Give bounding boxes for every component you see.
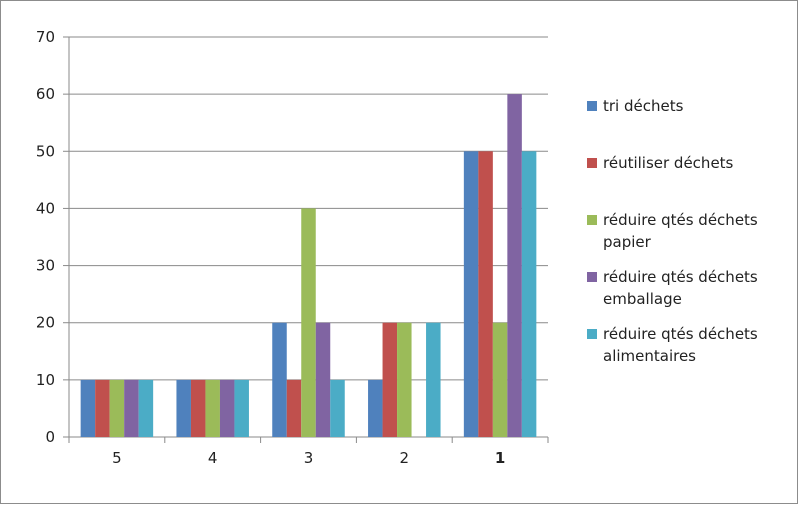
- y-tick-label: 20: [36, 314, 55, 332]
- legend-label: réduire qtés déchets: [603, 268, 758, 286]
- y-tick-label: 40: [36, 199, 55, 217]
- x-axis-category-labels: 5 4 3 2 1: [112, 449, 505, 467]
- bar: [521, 151, 537, 438]
- x-category-label: 4: [208, 449, 218, 467]
- x-category-label: 2: [400, 449, 410, 467]
- bar: [138, 379, 154, 437]
- legend-item: réduire qtés déchets papier: [587, 211, 758, 251]
- y-axis-tick-labels: 0 10 20 30 40 50 60 70: [36, 28, 55, 446]
- bar: [507, 94, 522, 437]
- bar: [80, 379, 96, 437]
- bars: [80, 94, 537, 438]
- y-tick-label: 0: [45, 428, 55, 446]
- bar: [315, 322, 331, 437]
- bar: [205, 379, 220, 437]
- y-tick-label: 10: [36, 371, 55, 389]
- legend-item: réduire qtés déchets alimentaires: [587, 325, 758, 365]
- legend-label: réduire qtés déchets: [603, 211, 758, 229]
- bar: [426, 322, 441, 437]
- bar: [301, 208, 316, 437]
- legend-swatch: [587, 272, 597, 282]
- bar: [478, 151, 493, 438]
- bar: [272, 322, 287, 437]
- y-tick-label: 50: [36, 142, 55, 160]
- bar: [397, 322, 412, 437]
- bar: [234, 379, 249, 437]
- legend-item: tri déchets: [587, 97, 684, 115]
- legend-item: réduire qtés déchets emballage: [587, 268, 758, 308]
- bar: [124, 379, 139, 437]
- bar: [176, 379, 191, 437]
- legend-label: réduire qtés déchets: [603, 325, 758, 343]
- x-category-label: 1: [495, 449, 505, 467]
- legend-label: alimentaires: [603, 347, 696, 365]
- bar: [219, 379, 235, 437]
- legend: tri déchets réutiliser déchets réduire qté…: [587, 97, 758, 365]
- y-tick-label: 70: [36, 28, 55, 46]
- legend-label: réutiliser déchets: [603, 154, 734, 172]
- legend-item: réutiliser déchets: [587, 154, 734, 172]
- legend-swatch: [587, 101, 597, 111]
- bar: [286, 379, 302, 437]
- legend-swatch: [587, 215, 597, 225]
- bar: [190, 379, 206, 437]
- x-category-label: 5: [112, 449, 122, 467]
- bar: [95, 379, 110, 437]
- y-tick-label: 30: [36, 257, 55, 275]
- bar: [492, 322, 508, 437]
- legend-swatch: [587, 158, 597, 168]
- legend-label: papier: [603, 233, 652, 251]
- legend-swatch: [587, 329, 597, 339]
- legend-label: tri déchets: [603, 97, 684, 115]
- bar: [109, 379, 125, 437]
- y-tick-label: 60: [36, 85, 55, 103]
- x-category-label: 3: [304, 449, 314, 467]
- bar: [368, 379, 383, 437]
- bar: [382, 322, 398, 437]
- legend-label: emballage: [603, 290, 682, 308]
- bar: [330, 379, 345, 437]
- bar: [463, 151, 479, 438]
